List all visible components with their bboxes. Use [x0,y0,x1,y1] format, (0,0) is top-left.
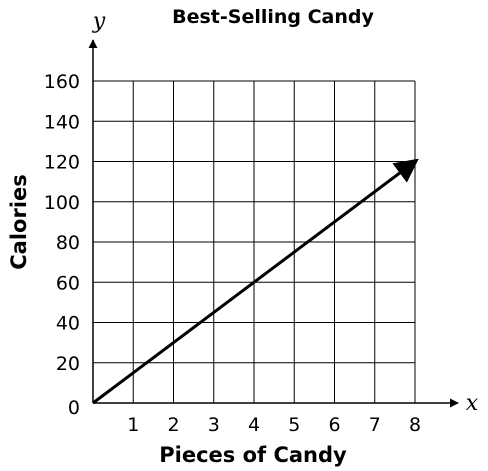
tick-labels: 1 2 3 4 5 6 7 8 20 40 60 80 100 120 140 160 0 [44,71,421,436]
grid [93,80,416,403]
x-tick-label: 5 [288,414,300,436]
y-tick-label: 120 [44,152,80,174]
y-tick-label: 40 [56,313,80,335]
chart-title: Best-Selling Candy [172,6,374,28]
axes [88,39,459,408]
x-tick-label: 4 [248,414,260,436]
y-tick-label: 60 [56,272,80,294]
x-tick-label: 3 [208,414,220,436]
y-tick-label: 160 [44,71,80,93]
y-tick-label: 80 [56,232,80,254]
y-tick-label: 100 [44,192,80,214]
x-tick-label: 2 [167,414,179,436]
y-axis-letter: y [92,9,106,34]
x-axis-label: Pieces of Candy [159,443,347,467]
x-tick-label: 7 [369,414,381,436]
x-tick-label: 1 [127,414,139,436]
series [92,158,419,405]
y-axis-label: Calories [7,174,31,270]
x-tick-label: 6 [328,414,340,436]
x-axis-letter: x [466,391,479,416]
origin-label: 0 [68,397,80,419]
y-tick-label: 20 [56,353,80,375]
series-line [92,158,419,405]
y-tick-label: 140 [44,111,80,133]
x-tick-label: 8 [409,414,421,436]
